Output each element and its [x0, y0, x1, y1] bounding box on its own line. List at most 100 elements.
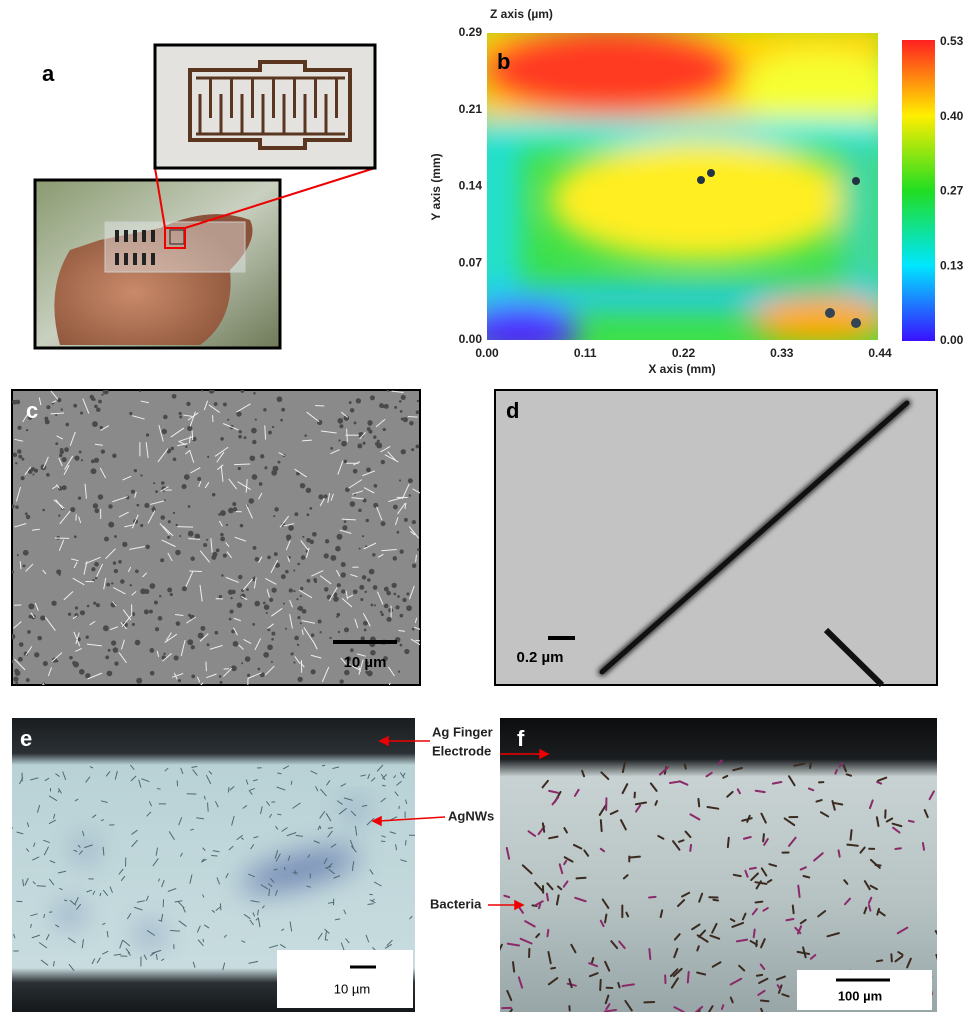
texture: [211, 555, 216, 560]
texture: [329, 637, 331, 639]
bacterium: [649, 949, 650, 959]
texture: [179, 415, 182, 418]
texture: [198, 633, 204, 639]
bacterium: [698, 799, 699, 807]
texture: [108, 522, 114, 528]
texture: [253, 392, 256, 395]
texture: [129, 412, 132, 415]
texture: [381, 613, 384, 616]
texture: [255, 557, 260, 562]
texture: [319, 631, 321, 633]
texture: [307, 579, 311, 583]
bacterium: [847, 845, 857, 846]
texture: [173, 512, 175, 514]
texture: [15, 505, 19, 509]
texture: [399, 479, 401, 481]
texture: [330, 447, 333, 450]
texture: [74, 455, 79, 460]
texture: [409, 494, 411, 496]
texture: [187, 639, 193, 645]
texture: [337, 418, 343, 424]
texture: [324, 553, 329, 558]
texture: [318, 494, 323, 499]
texture: [294, 512, 298, 516]
texture: [324, 587, 329, 592]
texture: [94, 508, 99, 513]
texture: [174, 655, 179, 660]
texture: [145, 545, 149, 549]
texture: [104, 537, 109, 542]
texture: [338, 439, 340, 441]
texture: [46, 405, 50, 409]
texture: [91, 567, 95, 571]
bacterium: [877, 960, 882, 961]
texture: [182, 586, 187, 591]
texture: [277, 396, 283, 402]
texture: [264, 466, 267, 469]
texture: [150, 583, 156, 589]
texture: [416, 445, 420, 449]
texture: [281, 408, 285, 412]
texture: [237, 602, 243, 608]
texture: [401, 395, 406, 400]
texture: [271, 661, 273, 663]
texture: [184, 474, 190, 480]
bacterium: [685, 765, 686, 769]
texture: [244, 436, 247, 439]
bacterium: [895, 848, 901, 849]
texture: [372, 553, 375, 556]
texture: [252, 474, 258, 480]
texture: [96, 407, 101, 412]
texture: [95, 577, 97, 579]
y-tick-label: 0.00: [459, 332, 483, 346]
x-axis-label: X axis (mm): [648, 362, 715, 376]
texture: [388, 608, 393, 613]
nanowire: [208, 803, 209, 812]
texture: [23, 550, 29, 556]
texture: [395, 605, 399, 609]
x-tick-label: 0.00: [475, 346, 499, 360]
texture: [114, 661, 118, 665]
texture: [207, 643, 210, 646]
texture: [259, 482, 263, 486]
texture: [79, 451, 82, 454]
texture: [350, 648, 354, 652]
colorbar-tick-label: 0.27: [940, 184, 964, 198]
texture: [264, 604, 270, 610]
texture: [179, 412, 182, 415]
texture: [73, 661, 79, 667]
texture: [273, 515, 275, 517]
texture: [274, 507, 279, 512]
texture: [412, 564, 417, 569]
texture: [68, 613, 71, 616]
colorbar-tick-label: 0.40: [940, 109, 964, 123]
texture: [306, 513, 309, 516]
texture: [151, 508, 154, 511]
texture: [397, 595, 400, 598]
texture: [13, 453, 17, 457]
texture: [354, 421, 357, 424]
texture: [283, 603, 285, 605]
texture: [207, 456, 209, 458]
texture: [325, 539, 329, 543]
texture: [350, 501, 356, 507]
texture: [383, 428, 386, 431]
texture: [46, 473, 50, 477]
texture: [226, 524, 228, 526]
texture: [339, 679, 343, 683]
nanowire: [405, 840, 406, 845]
nanowire: [170, 931, 180, 932]
texture: [79, 669, 85, 675]
texture: [364, 629, 367, 632]
texture: [293, 590, 295, 592]
panel-label: b: [497, 49, 510, 74]
texture: [344, 520, 347, 523]
texture: [163, 415, 168, 420]
texture: [91, 468, 97, 474]
texture: [155, 627, 159, 631]
texture: [297, 644, 299, 646]
scale-bar-label: 0.2 µm: [517, 649, 564, 666]
nanowire: [284, 867, 285, 870]
texture: [362, 535, 364, 537]
texture: [399, 400, 402, 403]
